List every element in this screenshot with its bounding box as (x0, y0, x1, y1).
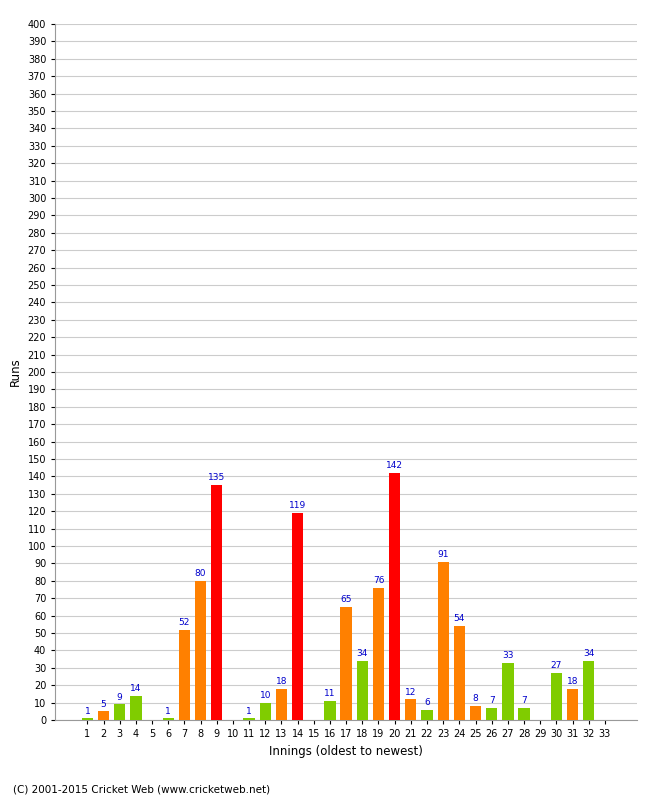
Bar (437, 562, 448, 720)
Bar (211, 485, 222, 720)
Text: 12: 12 (405, 687, 417, 697)
Text: 135: 135 (208, 474, 226, 482)
Text: 18: 18 (276, 677, 287, 686)
Text: 80: 80 (195, 569, 206, 578)
Bar (389, 473, 400, 720)
Text: 76: 76 (372, 576, 384, 585)
Text: 52: 52 (179, 618, 190, 627)
Text: 91: 91 (437, 550, 449, 559)
Text: 14: 14 (130, 684, 142, 693)
Bar (276, 689, 287, 720)
Text: 6: 6 (424, 698, 430, 707)
Bar (341, 607, 352, 720)
Text: 142: 142 (386, 462, 403, 470)
Bar (373, 588, 384, 720)
Text: 54: 54 (454, 614, 465, 623)
Bar (82, 718, 93, 720)
Bar (179, 630, 190, 720)
Bar (324, 701, 335, 720)
Bar (583, 661, 594, 720)
Text: 7: 7 (521, 696, 527, 706)
Text: 1: 1 (246, 706, 252, 716)
Text: 119: 119 (289, 502, 306, 510)
Text: 5: 5 (101, 700, 107, 709)
Text: 7: 7 (489, 696, 495, 706)
Text: 65: 65 (341, 595, 352, 604)
Text: 27: 27 (551, 662, 562, 670)
Bar (502, 662, 514, 720)
Y-axis label: Runs: Runs (9, 358, 22, 386)
Text: 34: 34 (357, 650, 368, 658)
Text: 9: 9 (117, 693, 123, 702)
Text: (C) 2001-2015 Cricket Web (www.cricketweb.net): (C) 2001-2015 Cricket Web (www.cricketwe… (13, 784, 270, 794)
Bar (405, 699, 417, 720)
Bar (244, 718, 255, 720)
Text: 11: 11 (324, 690, 335, 698)
Bar (486, 708, 497, 720)
Bar (114, 704, 125, 720)
Text: 10: 10 (259, 691, 271, 700)
Text: 33: 33 (502, 651, 514, 660)
Bar (357, 661, 368, 720)
Text: 1: 1 (84, 706, 90, 716)
Bar (551, 673, 562, 720)
Text: 8: 8 (473, 694, 478, 703)
Bar (421, 710, 433, 720)
Bar (98, 711, 109, 720)
Bar (195, 581, 206, 720)
Bar (470, 706, 481, 720)
Bar (259, 702, 271, 720)
Text: 1: 1 (165, 706, 171, 716)
Bar (130, 696, 142, 720)
Text: 18: 18 (567, 677, 578, 686)
X-axis label: Innings (oldest to newest): Innings (oldest to newest) (269, 745, 423, 758)
Bar (567, 689, 578, 720)
Bar (162, 718, 174, 720)
Text: 34: 34 (583, 650, 594, 658)
Bar (454, 626, 465, 720)
Bar (292, 513, 304, 720)
Bar (518, 708, 530, 720)
